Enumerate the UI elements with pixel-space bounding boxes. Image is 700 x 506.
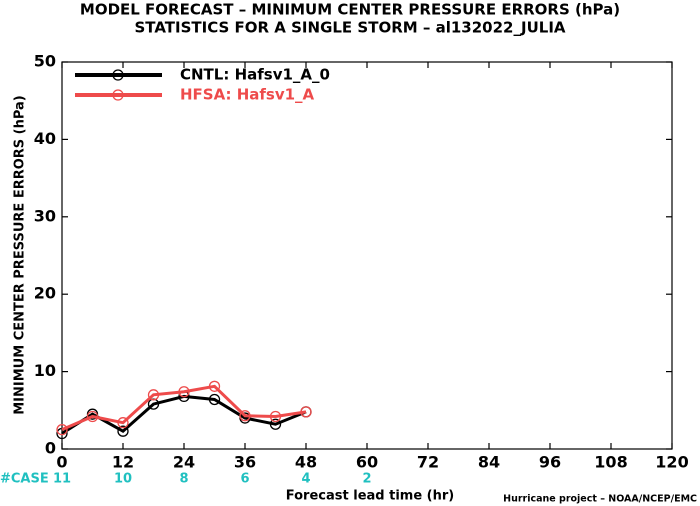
legend-marker xyxy=(112,69,124,81)
y-tick-label: 30 xyxy=(34,206,56,225)
point xyxy=(86,410,99,423)
point xyxy=(269,418,282,430)
x-tick-label: 36 xyxy=(234,453,256,472)
y-tick-label: 20 xyxy=(34,284,56,303)
case-label: #CASE xyxy=(0,472,49,487)
legend-marker xyxy=(112,89,124,101)
point xyxy=(208,393,221,406)
point xyxy=(208,380,221,392)
point xyxy=(147,398,160,410)
point xyxy=(269,410,282,423)
case-count: 4 xyxy=(301,472,310,487)
y-axis-label: MINIMUM CENTER PRESSURE ERRORS (hPa) xyxy=(13,95,28,415)
point xyxy=(239,410,251,422)
chart-subtitle: STATISTICS FOR A SINGLE STORM – al132022… xyxy=(134,19,565,37)
case-count: 8 xyxy=(179,472,188,487)
x-tick-label: 0 xyxy=(56,453,67,472)
legend-label: CNTL: Hafsv1_A_0 xyxy=(180,66,330,84)
x-tick-label: 72 xyxy=(417,453,439,472)
x-tick-label: 120 xyxy=(655,453,688,472)
x-tick-label: 96 xyxy=(539,453,561,472)
y-tick-label: 50 xyxy=(34,52,56,71)
x-tick-label: 12 xyxy=(112,453,134,472)
x-tick-label: 84 xyxy=(478,453,500,472)
y-tick-label: 0 xyxy=(45,439,56,458)
point xyxy=(117,425,129,437)
x-axis-label: Forecast lead time (hr) xyxy=(286,489,454,504)
y-tick-label: 10 xyxy=(34,361,56,380)
x-tick-label: 24 xyxy=(173,453,195,472)
footer: Hurricane project – NOAA/NCEP/EMC xyxy=(503,494,697,505)
point xyxy=(178,386,190,398)
case-count: 2 xyxy=(362,472,371,487)
point xyxy=(117,417,129,429)
case-count: 6 xyxy=(240,472,249,487)
point xyxy=(300,406,312,418)
series-line xyxy=(61,384,307,432)
point xyxy=(147,389,160,401)
x-tick-label: 60 xyxy=(356,453,378,472)
case-count: 10 xyxy=(114,472,132,487)
y-tick-label: 40 xyxy=(34,129,56,148)
legend-label: HFSA: Hafsv1_A xyxy=(180,86,315,104)
x-tick-label: 48 xyxy=(295,453,317,472)
plot-frame xyxy=(61,61,673,450)
chart-title: MODEL FORECAST – MINIMUM CENTER PRESSURE… xyxy=(80,1,620,19)
point xyxy=(56,423,68,436)
case-count: 11 xyxy=(53,472,71,487)
x-tick-label: 108 xyxy=(594,453,627,472)
